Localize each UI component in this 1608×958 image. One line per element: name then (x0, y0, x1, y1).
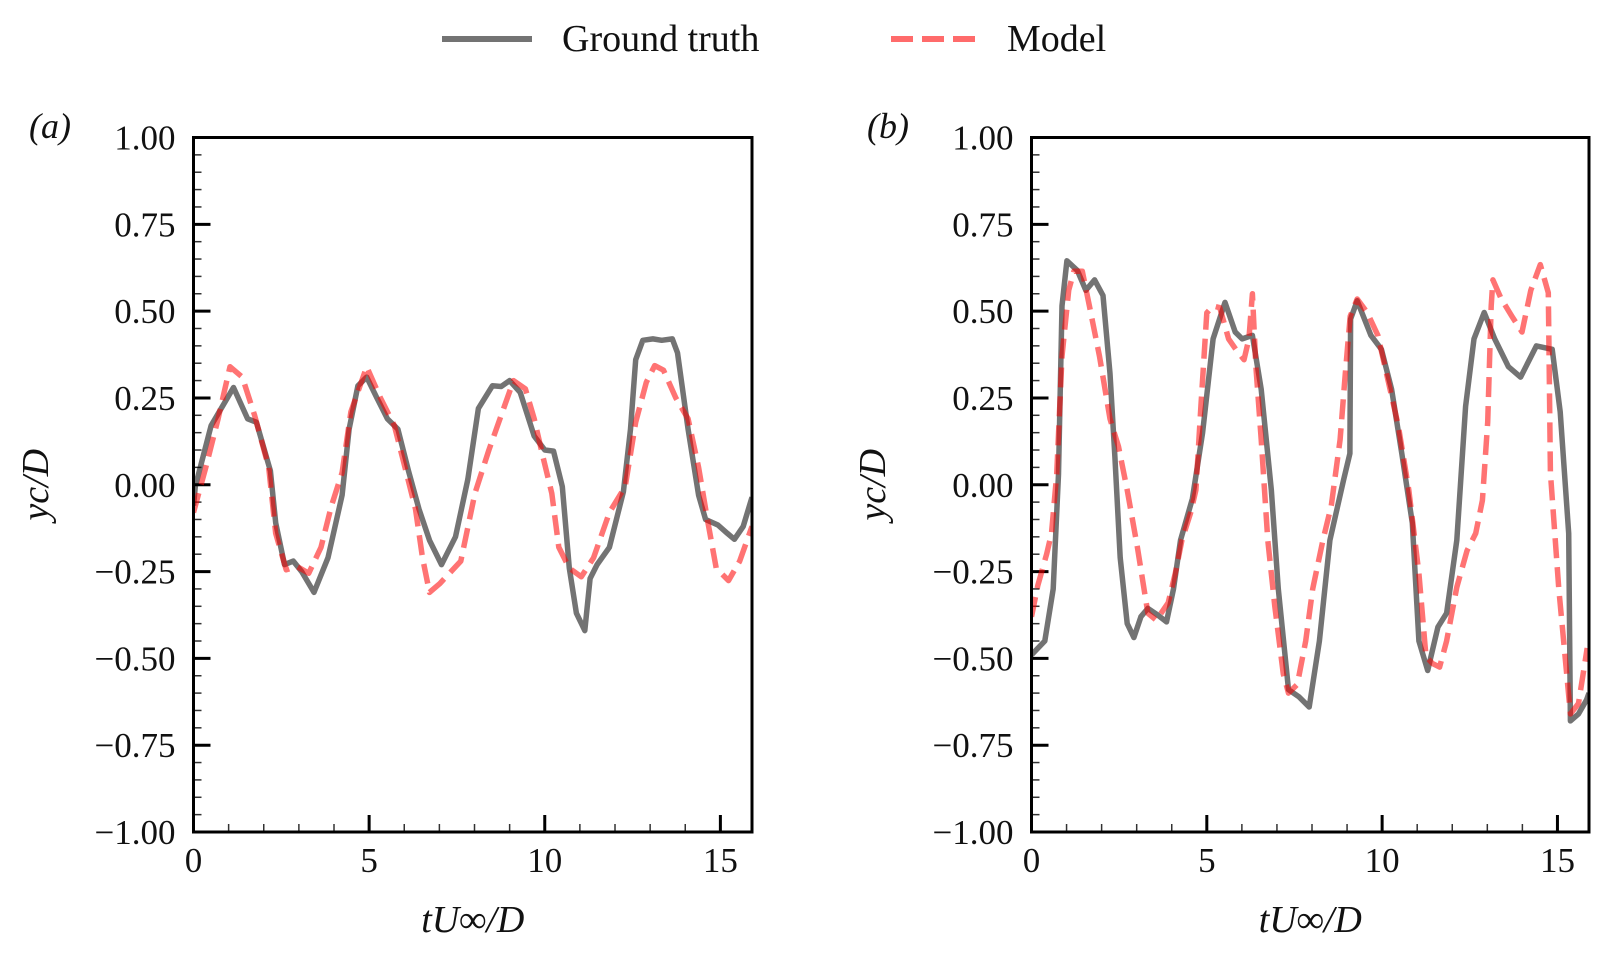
y-tick-label: 0.00 (952, 466, 1013, 505)
x-axis-label: tU∞/D (1259, 899, 1362, 941)
y-tick-label: 0.25 (952, 379, 1013, 418)
y-tick-label: 1.00 (952, 119, 1013, 158)
y-tick-label: 0.75 (952, 205, 1013, 244)
x-tick-label: 15 (703, 841, 738, 880)
y-tick-label: 1.00 (114, 119, 175, 158)
y-axis-label: yc/D (15, 449, 57, 525)
y-tick-label: 0.75 (114, 205, 175, 244)
y-tick-label: −0.75 (95, 726, 176, 765)
x-tick-label: 10 (527, 841, 562, 880)
model-line (193, 362, 752, 596)
panel-a: 1.00 0.75 0.50 0.25 0.00 −0.25 −0.50 −0.75 −1.00… (15, 106, 754, 941)
y-tick-label: −0.25 (95, 553, 176, 592)
x-tick-label: 5 (1198, 841, 1216, 880)
y-axis-label: yc/D (852, 449, 894, 525)
panel-label: (b) (867, 106, 909, 146)
y-tick-label: −1.00 (95, 813, 176, 852)
ground-truth-line (1031, 258, 1589, 724)
y-tick-label: −0.50 (95, 639, 176, 678)
legend-dashed-line-swatch (891, 36, 977, 42)
panel-b: 1.00 0.75 0.50 0.25 0.00 −0.25 −0.50 −0.75 −1.00… (852, 106, 1591, 941)
y-tick-label: −1.00 (933, 813, 1014, 852)
y-tick-label: 0.50 (114, 292, 175, 331)
x-tick-label: 10 (1365, 841, 1400, 880)
model-line (1031, 261, 1589, 717)
axes-frame (1030, 136, 1591, 834)
axes-frame (192, 136, 754, 834)
y-tick-label: 0.00 (114, 466, 175, 505)
legend-item-ground-truth: Ground truth (442, 14, 759, 64)
legend: Ground truth Model (0, 0, 1608, 80)
x-tick-label: 5 (360, 841, 378, 880)
legend-label: Model (1007, 18, 1107, 60)
legend-solid-line-swatch (442, 36, 532, 42)
y-tick-label: 0.25 (114, 379, 175, 418)
x-tick-label: 0 (1023, 841, 1041, 880)
legend-item-model: Model (891, 14, 1106, 64)
y-tick-label: −0.25 (933, 553, 1014, 592)
x-axis-label: tU∞/D (421, 899, 524, 941)
y-tick-label: −0.75 (933, 726, 1014, 765)
x-tick-label: 0 (185, 841, 203, 880)
legend-label: Ground truth (562, 18, 760, 60)
x-tick-label: 15 (1540, 841, 1575, 880)
ground-truth-line (193, 336, 752, 634)
y-tick-label: 0.50 (952, 292, 1013, 331)
panel-label: (a) (29, 106, 71, 146)
y-tick-label: −0.50 (933, 639, 1014, 678)
